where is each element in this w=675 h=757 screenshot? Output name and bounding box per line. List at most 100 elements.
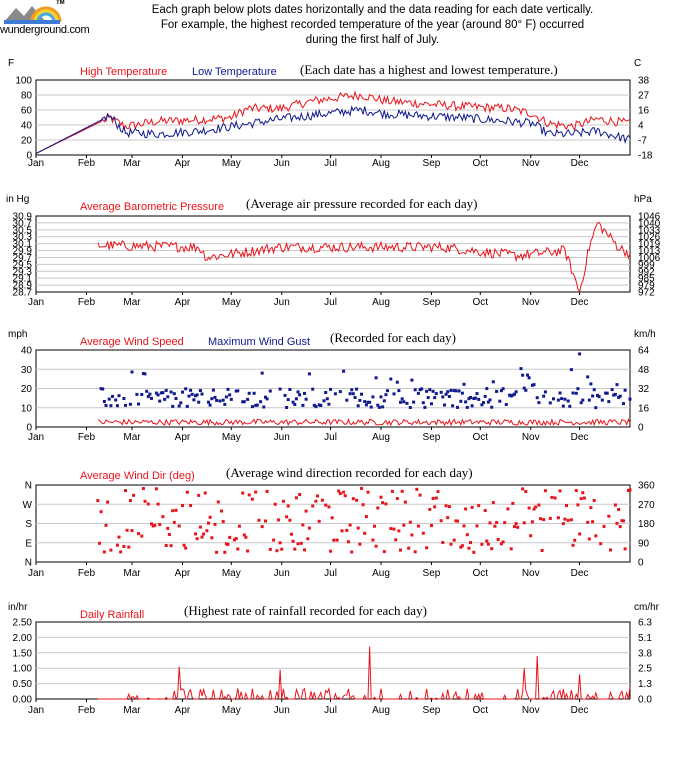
wind-gust-point (522, 386, 526, 390)
wind-gust-point (363, 400, 367, 404)
wind-dir-point (329, 549, 333, 553)
wind-gust-point (454, 389, 458, 393)
y-tick-label: 30.7 (13, 218, 33, 229)
wind-dir-point (483, 509, 487, 512)
wind-dir-point (534, 505, 538, 509)
wind-dir-point (496, 538, 500, 541)
wind-dir-point (254, 490, 258, 494)
wind-gust-point (628, 397, 632, 401)
wind-gust-point (591, 394, 595, 398)
wind-dir-point (197, 493, 201, 497)
wind-dir-point (556, 516, 560, 520)
wind-gust-point (486, 400, 490, 404)
wind-gust-point (169, 390, 173, 394)
wind-gust-point (465, 405, 469, 409)
wind-gust-point (532, 383, 536, 387)
x-tick-label: Jan (28, 568, 44, 579)
y-tick-label: 100 (15, 76, 32, 87)
rain-plot-area (97, 646, 631, 701)
wind-dir-point (620, 519, 624, 523)
wind-dir-point (221, 520, 225, 524)
wind-right-unit: km/h (634, 329, 656, 340)
wind-gust-point (146, 395, 150, 399)
wind-gust-point (312, 403, 316, 407)
wind-gust-point (581, 398, 585, 402)
wind-gust-point (384, 393, 388, 397)
wind-dir-point (452, 538, 456, 542)
wind-gust-point (462, 382, 466, 386)
wind-dir-point (213, 522, 217, 526)
wind-gust-point (364, 403, 368, 407)
wind-dir-point (623, 547, 627, 551)
wind-gust-point (229, 397, 233, 401)
legend-barometric-pressure: Average Barometric Pressure (80, 201, 224, 213)
wind-dir-point (306, 537, 310, 541)
pressure-axis-ticks: 30.9 1046 30.7 1040 30.5 1033 30.3 1026 30.1 1019… (13, 212, 661, 309)
wind-dir-point (491, 501, 495, 505)
y-tick-label-right: -18 (638, 151, 653, 162)
wind-dir-point (158, 523, 162, 527)
y-tick-label-right: 0.0 (638, 695, 652, 706)
wind-dir-point (539, 517, 542, 521)
wind-gust-point (246, 397, 250, 401)
y-tick-label-right: 1019 (638, 239, 661, 250)
wind-gust-point (158, 399, 162, 403)
logo-tm: TM (56, 0, 65, 6)
wind-dir-point (511, 501, 515, 505)
wind-gust-point (115, 404, 119, 408)
wind-dir-point (164, 544, 168, 547)
wind-gust-point (291, 400, 295, 404)
wind-dir-point (617, 508, 621, 511)
x-tick-label: Apr (175, 297, 191, 308)
wind-gust-point (426, 396, 430, 400)
y-tick-label-right: 1013 (638, 246, 661, 257)
wind-gust-point (622, 402, 625, 406)
y-tick-label: 29.5 (13, 260, 33, 271)
wind-dir-point (294, 496, 298, 500)
wind-gust-point (200, 392, 204, 396)
wind-dir-point (381, 501, 385, 505)
x-tick-label: May (222, 297, 241, 308)
wind-gust-point (154, 391, 158, 395)
wind-gust-point (265, 397, 269, 401)
wind-dir-point (335, 538, 339, 542)
wind-dir-point (581, 491, 585, 495)
wind-dir-point (260, 525, 264, 529)
wind-dir-point (542, 518, 546, 522)
wind-gust-point (210, 397, 214, 401)
wind-gust-point (174, 397, 178, 400)
chart-rainfall: in/hr cm/hr Daily Rainfall (Highest rate… (8, 602, 660, 716)
wind-gust-point (260, 371, 264, 375)
wind-dir-point (236, 547, 240, 551)
wind-dir-point (430, 524, 433, 527)
wind-dir-point (470, 505, 474, 509)
wind-dir-point (150, 522, 153, 526)
wind-gust-point (368, 400, 372, 404)
x-tick-label: Nov (522, 158, 540, 169)
wind-gust-point (472, 397, 476, 400)
wind-gust-point (181, 390, 184, 394)
wind-dir-point (521, 487, 525, 491)
x-tick-label: Mar (123, 432, 141, 443)
wind-dir-point (399, 548, 402, 552)
wind-gust-point (443, 403, 446, 407)
y-tick-label: 30.1 (13, 239, 33, 250)
wind-dir-point (410, 533, 414, 537)
y-tick-label: E (25, 538, 32, 549)
chart-wind-speed: mph km/h Average Wind Speed Maximum Wind… (8, 329, 656, 443)
wind-dir-point (104, 523, 108, 527)
x-tick-label: May (222, 158, 241, 169)
y-tick-label: 80 (21, 91, 33, 102)
wind-dir-point (195, 537, 199, 541)
winddir-plot-area (96, 486, 632, 554)
wunderground-logo[interactable]: TM wunderground.com (0, 0, 110, 42)
wind-dir-point (281, 499, 285, 503)
wind-gust-point (350, 388, 354, 392)
wind-gust-point (307, 372, 311, 376)
wind-dir-point (513, 525, 516, 529)
wind-dir-point (390, 489, 394, 493)
wind-gust-point (613, 392, 617, 396)
wind-gust-point (286, 398, 290, 402)
wind-dir-point (553, 496, 557, 500)
wind-gust-point (374, 376, 378, 380)
